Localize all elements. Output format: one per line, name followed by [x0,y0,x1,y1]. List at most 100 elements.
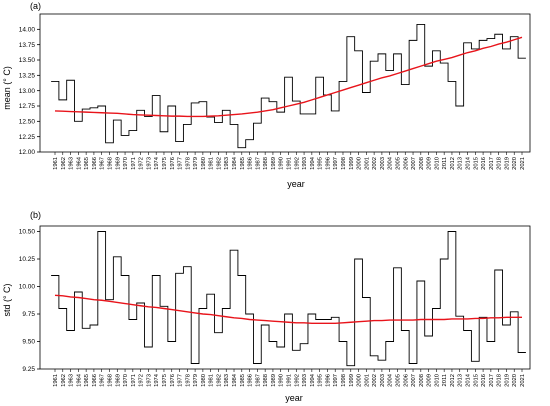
x-tick-label: 1988 [263,157,269,170]
x-tick-label: 1989 [271,157,277,170]
x-tick-label: 2012 [450,157,456,170]
x-tick-label: 1980 [201,374,207,387]
x-tick-label: 1990 [279,374,285,387]
x-tick-label: 1965 [84,374,90,387]
x-tick-label: 1997 [333,374,339,387]
x-tick-label: 2021 [520,157,526,170]
panel-b: (b) std (° C) year 9.25 9.50 9.75 10.00 10.2… [2,210,531,403]
trend-line [54,36,523,118]
y-tick-label: 9.75 [22,311,35,318]
panel-a: (a) mean (° C) year 12.00 12.25 12.50 12.75… [2,1,531,189]
x-tick-label: 1989 [271,374,277,387]
x-tick-label: 2015 [473,374,479,387]
trend-line [54,294,522,325]
x-tick-label: 2003 [380,157,386,170]
x-tick-label: 1978 [185,374,191,387]
x-tick-label: 1995 [318,157,324,170]
panel-label-a: (a) [30,1,41,11]
x-tick-label: 2007 [411,157,417,170]
x-tick-label: 2000 [357,374,363,387]
x-tick-label: 2014 [466,156,472,170]
x-tick-label: 1998 [341,374,347,387]
x-tick-label: 1982 [216,157,222,170]
x-tick-label: 2020 [512,157,518,170]
x-tick-label: 1969 [115,374,121,387]
x-tick-label: 2017 [489,374,495,387]
x-tick-label: 2006 [403,374,409,387]
x-tick-label: 1963 [69,374,75,387]
x-tick-label: 1971 [131,157,137,170]
x-tick-label: 2012 [450,374,456,387]
x-tick-label: 1975 [162,374,168,387]
x-tick-label: 1988 [263,374,269,387]
x-tick-label: 1987 [255,374,261,387]
x-tick-label: 2010 [434,157,440,170]
x-tick-label: 1979 [193,374,199,387]
x-tick-label: 1974 [154,373,160,387]
x-tick-label: 1982 [216,374,222,387]
y-tick-label: 12.00 [19,149,36,156]
x-tick-label: 1999 [349,157,355,170]
x-tick-label: 2013 [458,157,464,170]
x-tick-label: 2011 [442,157,448,169]
x-tick-label: 1994 [310,156,316,170]
x-tick-label: 1978 [185,157,191,170]
x-tick-label: 1985 [240,374,246,387]
x-tick-label: 2010 [434,374,440,387]
x-tick-label: 2016 [481,374,487,387]
x-tick-label: 1974 [154,156,160,170]
x-tick-label: 1996 [325,374,331,387]
x-tick-label: 1964 [76,373,82,387]
x-tick-label: 1999 [349,374,355,387]
x-tick-label: 2001 [364,157,370,170]
y-axis-label-a: mean (° C) [2,66,12,110]
y-tick-label: 9.25 [22,366,35,373]
x-tick-label: 1973 [146,374,152,387]
y-tick-label: 13.50 [19,57,36,64]
x-tick-label: 1968 [107,374,113,387]
x-tick-label: 1983 [224,374,230,387]
x-tick-label: 2004 [388,373,394,387]
x-tick-label: 1981 [209,374,215,387]
x-tick-label: 1994 [310,373,316,387]
x-tick-label: 1961 [53,374,59,387]
x-tick-label: 2005 [395,157,401,170]
x-tick-label: 1977 [178,157,184,170]
x-tick-label: 1972 [139,157,145,170]
x-tick-label: 1993 [302,157,308,170]
x-tick-label: 2018 [497,157,503,170]
x-tick-label: 1962 [61,157,67,170]
x-tick-label: 2021 [520,374,526,387]
y-tick-label: 10.50 [19,229,36,236]
x-tick-label: 2005 [395,374,401,387]
x-tick-label: 1976 [170,374,176,387]
y-tick-label: 12.25 [19,134,36,141]
x-tick-label: 1970 [123,374,129,387]
x-tick-label: 2004 [388,156,394,170]
y-tick-label: 14.00 [19,27,36,34]
x-tick-label: 2006 [403,157,409,170]
x-tick-label: 1986 [248,157,254,170]
x-tick-label: 1993 [302,374,308,387]
x-tick-label: 1962 [61,374,67,387]
x-tick-label: 1991 [287,374,293,387]
y-tick-label: 12.75 [19,103,36,110]
x-tick-label: 1981 [209,157,215,170]
x-tick-label: 2018 [497,374,503,387]
x-tick-label: 1979 [193,157,199,170]
y-axis-label-b: std (° C) [2,283,12,316]
x-tick-label: 2003 [380,374,386,387]
x-tick-label: 1984 [232,156,238,170]
x-tick-label: 1987 [255,157,261,170]
y-tick-label: 12.50 [19,119,36,126]
x-tick-label: 2002 [372,374,378,387]
x-tick-label: 2008 [419,157,425,170]
y-tick-label: 10.25 [19,256,36,263]
x-tick-label: 1996 [325,157,331,170]
x-tick-label: 1971 [131,374,137,387]
x-tick-label: 2015 [473,157,479,170]
x-tick-label: 1977 [178,374,184,387]
x-tick-label: 1966 [92,157,98,170]
x-tick-label: 2009 [427,157,433,170]
